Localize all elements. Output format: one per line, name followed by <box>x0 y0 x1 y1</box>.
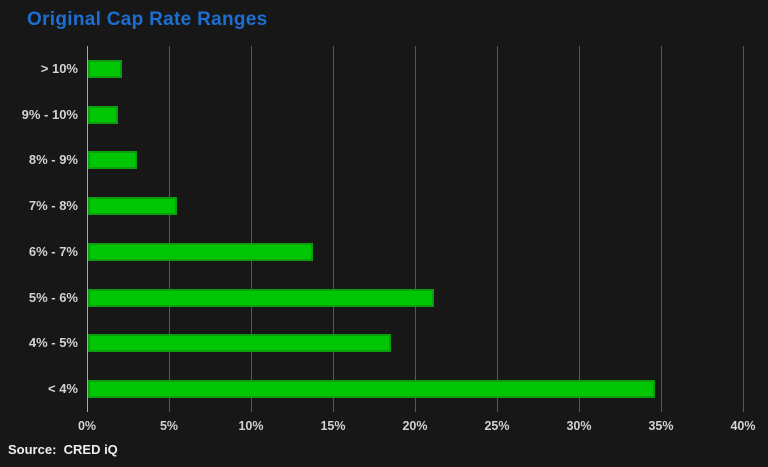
bar <box>88 334 392 353</box>
gridline <box>414 46 416 412</box>
gridline <box>250 46 252 412</box>
chart-title: Original Cap Rate Ranges <box>27 9 268 30</box>
gridline <box>742 46 744 412</box>
x-tick-label: 35% <box>648 419 674 433</box>
bar <box>88 151 138 170</box>
category-label: 6% - 7% <box>28 243 78 259</box>
bar <box>88 105 118 124</box>
category-label: > 10% <box>40 60 78 76</box>
gridline <box>496 46 498 412</box>
gridline <box>168 46 170 412</box>
bar <box>88 197 177 216</box>
category-label: 7% - 8% <box>28 198 78 214</box>
x-tick-label: 20% <box>402 419 428 433</box>
bar <box>88 59 123 78</box>
x-tick-label: 10% <box>238 419 264 433</box>
category-label: 4% - 5% <box>28 335 78 351</box>
category-label: 8% - 9% <box>28 152 78 168</box>
gridline <box>578 46 580 412</box>
x-tick-label: 15% <box>320 419 346 433</box>
x-tick-label: 40% <box>730 419 756 433</box>
bar <box>88 288 435 307</box>
gridline <box>660 46 662 412</box>
bar <box>88 380 656 399</box>
x-tick-label: 5% <box>159 419 179 433</box>
source-label: Source: CRED iQ <box>8 442 118 457</box>
category-label: < 4% <box>48 381 78 397</box>
x-tick-label: 0% <box>77 419 97 433</box>
y-axis-line <box>86 46 88 412</box>
gridline <box>332 46 334 412</box>
category-label: 9% - 10% <box>21 106 78 122</box>
category-label: 5% - 6% <box>28 289 78 305</box>
bar <box>88 242 313 261</box>
x-tick-label: 25% <box>484 419 510 433</box>
x-tick-label: 30% <box>566 419 592 433</box>
